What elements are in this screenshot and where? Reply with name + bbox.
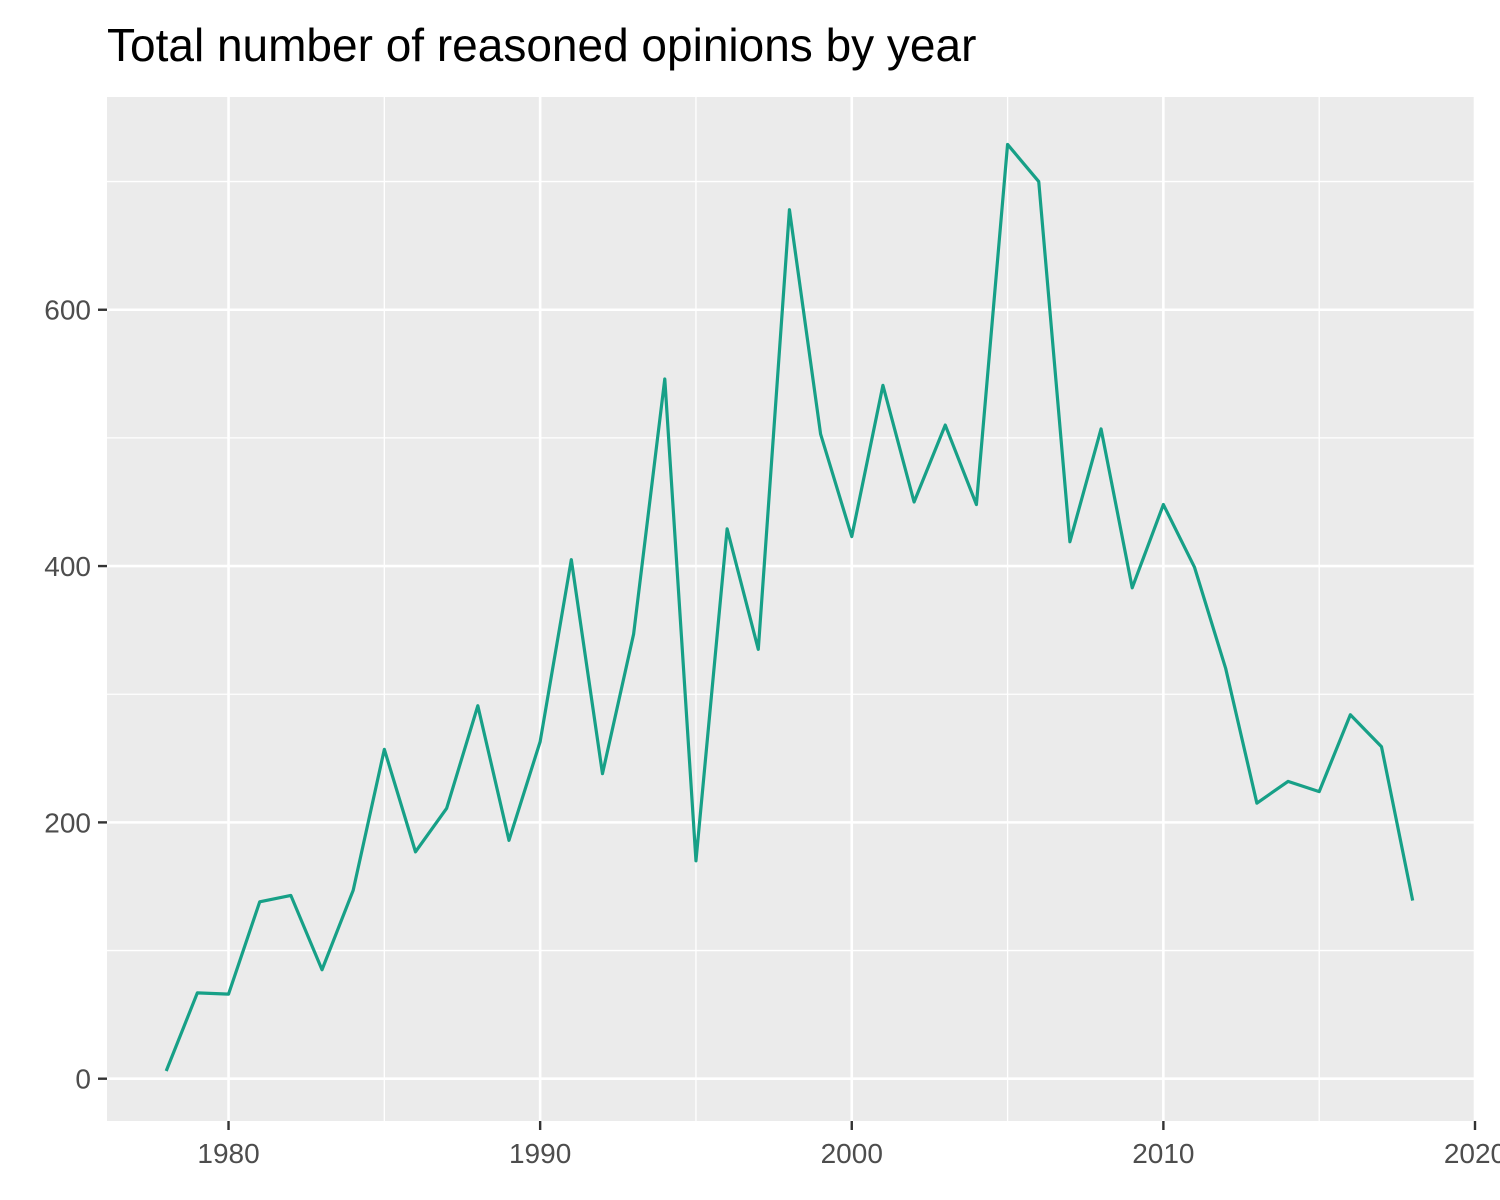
x-tick-label: 1990 — [509, 1138, 571, 1169]
plot-panel — [107, 97, 1475, 1121]
x-tick-label: 2010 — [1132, 1138, 1194, 1169]
y-tick-label: 0 — [75, 1064, 91, 1095]
y-tick-label: 600 — [44, 295, 91, 326]
series-line — [164, 142, 1415, 1072]
y-tick-label: 400 — [44, 551, 91, 582]
series-layer — [164, 142, 1415, 1072]
chart-title: Total number of reasoned opinions by yea… — [107, 19, 977, 71]
minor-grid — [107, 97, 1475, 1121]
x-tick-label: 2020 — [1444, 1138, 1500, 1169]
x-tick-label: 2000 — [821, 1138, 883, 1169]
y-tick-label: 200 — [44, 807, 91, 838]
axis-tick-labels: 1980 1990 2000 2010 2020 0 200 400 600 — [44, 295, 1500, 1169]
major-grid — [107, 97, 1477, 1121]
x-tick-label: 1980 — [197, 1138, 259, 1169]
axis-ticks — [98, 308, 1477, 1130]
